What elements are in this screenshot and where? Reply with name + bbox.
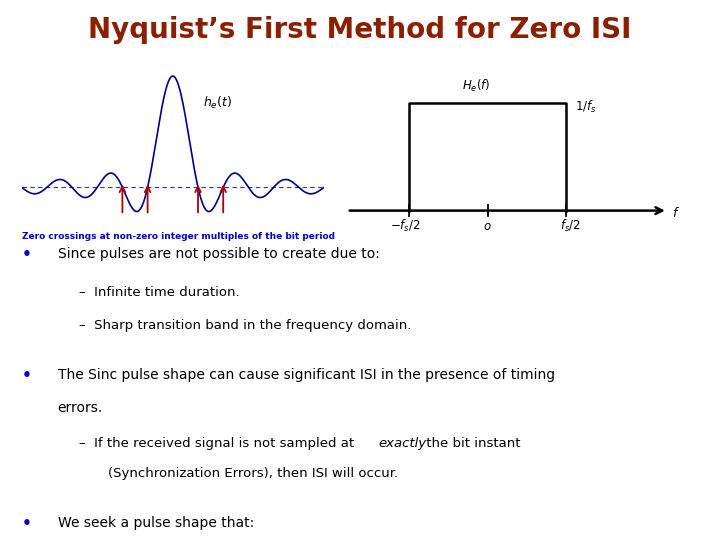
Text: $h_e(t)$: $h_e(t)$ [203,95,233,111]
Text: (Synchronization Errors), then ISI will occur.: (Synchronization Errors), then ISI will … [108,468,398,481]
Text: –  Sharp transition band in the frequency domain.: – Sharp transition band in the frequency… [79,319,412,332]
Text: Since pulses are not possible to create due to:: Since pulses are not possible to create … [58,247,379,261]
Text: Zero crossings at non-zero integer multiples of the bit period: Zero crossings at non-zero integer multi… [22,232,335,240]
Text: Nyquist’s First Method for Zero ISI: Nyquist’s First Method for Zero ISI [89,16,631,44]
Text: •: • [22,368,32,383]
Text: $o$: $o$ [483,220,492,233]
Text: $f_s/2$: $f_s/2$ [559,218,580,234]
Text: $H_e(f)$: $H_e(f)$ [462,78,490,94]
Text: •: • [22,516,32,531]
Text: We seek a pulse shape that:: We seek a pulse shape that: [58,516,254,530]
Text: errors.: errors. [58,401,103,415]
Text: the bit instant: the bit instant [422,437,521,450]
Text: $f$: $f$ [672,206,680,220]
Text: •: • [22,247,32,262]
Text: $1/f_s$: $1/f_s$ [575,99,597,116]
Text: –  Infinite time duration.: – Infinite time duration. [79,286,240,299]
Text: –  If the received signal is not sampled at: – If the received signal is not sampled … [79,437,359,450]
Text: exactly: exactly [378,437,426,450]
Text: $-f_s/2$: $-f_s/2$ [390,218,420,234]
Text: The Sinc pulse shape can cause significant ISI in the presence of timing: The Sinc pulse shape can cause significa… [58,368,554,382]
